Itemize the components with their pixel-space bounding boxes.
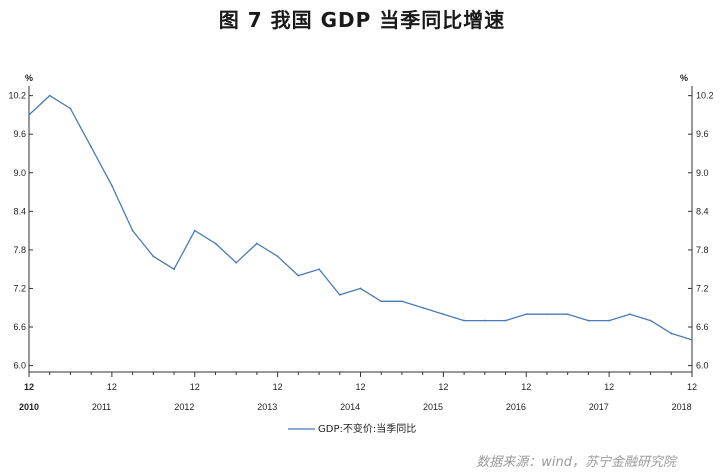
y-tick-label-right: 9.6 bbox=[696, 129, 709, 139]
x-tick-label-year: 2013 bbox=[257, 402, 277, 412]
data-point bbox=[318, 268, 320, 271]
legend-label: GDP:不变价:当季同比 bbox=[318, 422, 416, 435]
data-point bbox=[380, 300, 383, 303]
x-tick-label-month: 12 bbox=[687, 382, 697, 392]
data-point bbox=[110, 184, 113, 187]
y-tick-label-left: 7.2 bbox=[13, 283, 26, 293]
y-tick-label-right: 9.0 bbox=[696, 168, 709, 178]
y-tick-label-left: 7.8 bbox=[13, 245, 26, 255]
data-point bbox=[297, 274, 300, 277]
x-tick-label-month: 12 bbox=[190, 382, 200, 392]
y-tick-label-right: 7.8 bbox=[696, 245, 709, 255]
data-point bbox=[442, 313, 445, 316]
x-tick-label-year: 2016 bbox=[506, 402, 526, 412]
data-point bbox=[69, 107, 72, 110]
data-point bbox=[691, 338, 693, 341]
data-point bbox=[173, 268, 175, 271]
y-tick-label-right: 7.2 bbox=[696, 283, 709, 293]
x-tick-label-month: 12 bbox=[107, 382, 117, 392]
data-point bbox=[235, 261, 238, 264]
data-point bbox=[256, 242, 258, 245]
y-axis-unit-right: % bbox=[680, 73, 688, 83]
x-tick-label-month: 12 bbox=[438, 382, 448, 392]
source-note: 数据来源：wind，苏宁金融研究院 bbox=[476, 455, 676, 470]
x-tick-label-month: 12 bbox=[521, 382, 531, 392]
chart-legend: GDP:不变价:当季同比 bbox=[288, 422, 416, 435]
x-tick-label-year: 2012 bbox=[174, 402, 194, 412]
y-tick-label-right: 10.2 bbox=[696, 91, 714, 101]
y-tick-label-left: 9.6 bbox=[13, 129, 26, 139]
y-tick-label-right: 6.6 bbox=[696, 322, 709, 332]
data-point bbox=[338, 293, 341, 296]
data-point bbox=[587, 319, 590, 322]
y-tick-label-right: 6.0 bbox=[696, 361, 709, 371]
data-point bbox=[608, 319, 611, 322]
data-point bbox=[152, 255, 155, 258]
data-point bbox=[359, 287, 362, 290]
y-tick-label-left: 9.0 bbox=[13, 168, 26, 178]
x-tick-label-year: 2010 bbox=[19, 402, 39, 412]
x-tick-label-month: 12 bbox=[273, 382, 283, 392]
y-tick-label-left: 10.2 bbox=[8, 91, 26, 101]
x-tick-label-year: 2015 bbox=[423, 402, 443, 412]
data-point bbox=[421, 306, 424, 309]
data-point bbox=[670, 332, 673, 335]
data-point bbox=[649, 319, 652, 322]
series-layer bbox=[28, 94, 693, 341]
chart-title: 图 7 我国 GDP 当季同比增速 bbox=[218, 8, 506, 32]
x-tick-label-month: 12 bbox=[604, 382, 614, 392]
data-point bbox=[276, 255, 279, 258]
y-tick-label-right: 8.4 bbox=[696, 206, 709, 216]
x-tick-label-year: 2017 bbox=[589, 402, 609, 412]
x-tick-label-year: 2011 bbox=[92, 402, 111, 412]
x-tick-label-month: 12 bbox=[24, 382, 34, 392]
data-point bbox=[193, 229, 196, 232]
data-point bbox=[401, 300, 403, 303]
x-tick-label-year: 2018 bbox=[672, 402, 692, 412]
y-axis-unit-left: % bbox=[25, 73, 33, 83]
x-tick-label-month: 12 bbox=[355, 382, 365, 392]
data-point bbox=[525, 313, 528, 316]
data-point bbox=[28, 114, 30, 116]
data-point bbox=[90, 146, 93, 148]
data-point bbox=[214, 242, 217, 245]
x-tick-label-year: 2014 bbox=[340, 402, 360, 412]
data-point bbox=[504, 319, 507, 322]
data-point bbox=[483, 319, 486, 322]
data-point bbox=[566, 313, 569, 316]
data-point bbox=[546, 313, 548, 316]
data-point bbox=[463, 319, 465, 322]
y-tick-label-left: 6.0 bbox=[13, 361, 26, 371]
data-point bbox=[48, 94, 51, 97]
chart-axes: % % 10.2 10.2 9.6 9.6 9.0 9.0 8.4 8.4 7.8 7.8 7.2 7.2… bbox=[8, 73, 713, 412]
data-point bbox=[628, 313, 631, 316]
data-point bbox=[131, 229, 134, 232]
series-line-gdp bbox=[28, 94, 693, 341]
y-tick-label-left: 6.6 bbox=[13, 322, 26, 332]
y-tick-label-left: 8.4 bbox=[13, 206, 26, 216]
